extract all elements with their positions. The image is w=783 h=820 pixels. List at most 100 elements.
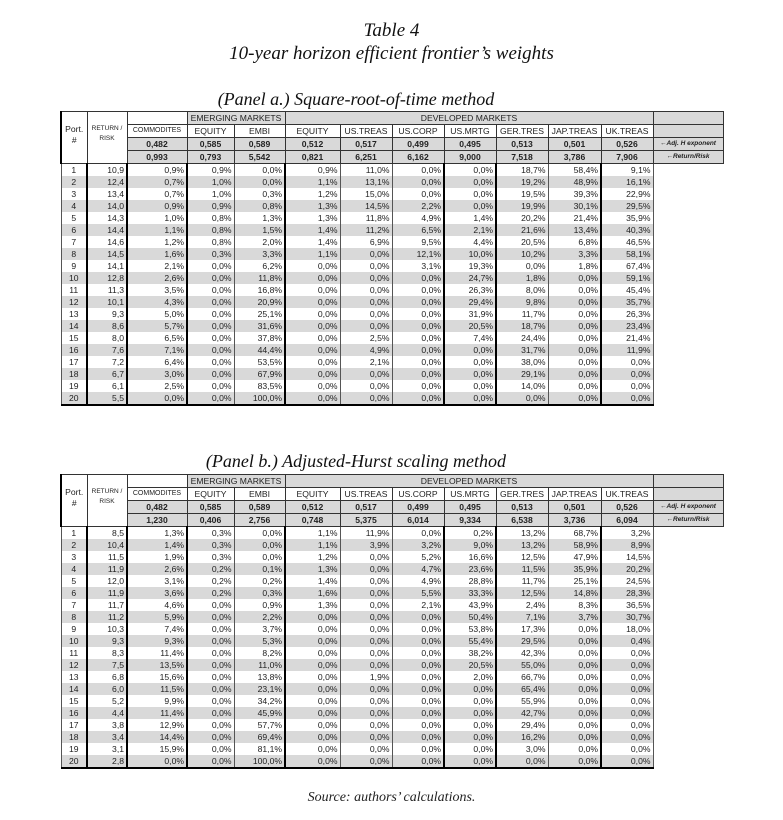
portfolio-number: 18 xyxy=(60,731,88,743)
column-header: EQUITY xyxy=(186,124,235,138)
spacer xyxy=(653,563,723,575)
weight-cell: 0,0% xyxy=(443,380,497,392)
weight-cell: 14,0% xyxy=(495,380,549,392)
weight-cell: 100,0% xyxy=(233,755,286,769)
weight-cell: 0,0% xyxy=(547,380,602,392)
weight-cell: 0,0% xyxy=(186,695,235,707)
weight-cell: 0,0% xyxy=(339,308,393,320)
weight-cell: 48,9% xyxy=(547,176,602,188)
weight-cell: 8,3% xyxy=(547,599,602,611)
weight-cell: 3,6% xyxy=(126,587,188,599)
weight-cell: 0,0% xyxy=(284,260,341,272)
return-risk-value: 2,8 xyxy=(86,755,128,769)
weight-cell: 0,0% xyxy=(600,719,654,731)
weight-cell: 11,0% xyxy=(339,163,393,176)
weight-cell: 5,2% xyxy=(391,551,445,563)
weight-cell: 0,0% xyxy=(339,260,393,272)
weight-cell: 3,2% xyxy=(391,539,445,551)
table-row: 12 10,1 4,3% 0,0% 20,9% 0,0% 0,0% 0,0% 29,4% 9,8%… xyxy=(60,296,723,308)
weight-cell: 30,7% xyxy=(600,611,654,623)
weight-cell: 0,0% xyxy=(391,380,445,392)
table-row: 18 3,4 14,4% 0,0% 69,4% 0,0% 0,0% 0,0% 0,0% 16,2%… xyxy=(60,731,723,743)
return-risk-value: 14,1 xyxy=(86,260,128,272)
weight-cell: 0,0% xyxy=(339,707,393,719)
weight-cell: 11,0% xyxy=(233,659,286,671)
weight-cell: 0,0% xyxy=(186,308,235,320)
spacer xyxy=(653,284,723,296)
table-row: 17 3,8 12,9% 0,0% 57,7% 0,0% 0,0% 0,0% 0,0% 29,4%… xyxy=(60,719,723,731)
return-risk-cell: 6,094 xyxy=(600,513,654,527)
spacer xyxy=(653,320,723,332)
portfolio-number: 19 xyxy=(60,743,88,755)
weight-cell: 26,3% xyxy=(600,308,654,320)
weight-cell: 1,0% xyxy=(126,212,188,224)
return-risk-value: 6,7 xyxy=(86,368,128,380)
table-row: 13 6,8 15,6% 0,0% 13,8% 0,0% 1,9% 0,0% 2,0% 66,7%… xyxy=(60,671,723,683)
h-exponent-cell: 0,526 xyxy=(600,500,654,514)
weight-cell: 1,0% xyxy=(186,176,235,188)
weight-cell: 20,9% xyxy=(233,296,286,308)
table-row: 10 9,3 9,3% 0,0% 5,3% 0,0% 0,0% 0,0% 55,4% 29,5% 0… xyxy=(60,635,723,647)
weight-cell: 0,0% xyxy=(339,683,393,695)
weight-cell: 8,9% xyxy=(600,539,654,551)
weight-cell: 2,0% xyxy=(443,671,497,683)
weight-cell: 0,0% xyxy=(547,647,602,659)
h-exponent-cell: 0,513 xyxy=(495,500,549,514)
return-risk-value: 11,9 xyxy=(86,587,128,599)
table-row: 19 6,1 2,5% 0,0% 83,5% 0,0% 0,0% 0,0% 0,0% 14,0% 0… xyxy=(60,380,723,392)
portfolio-number: 8 xyxy=(60,611,88,623)
weight-cell: 0,0% xyxy=(443,707,497,719)
weight-cell: 0,0% xyxy=(547,659,602,671)
return-risk-value: 6,1 xyxy=(86,380,128,392)
weight-cell: 11,7% xyxy=(495,308,549,320)
table-row: 4 11,9 2,6% 0,2% 0,1% 1,3% 0,0% 4,7% 23,6% 11,5% 3… xyxy=(60,563,723,575)
weight-cell: 0,0% xyxy=(284,356,341,368)
return-risk-value: 12,8 xyxy=(86,272,128,284)
table-row: 16 4,4 11,4% 0,0% 45,9% 0,0% 0,0% 0,0% 0,0% 42,7%… xyxy=(60,707,723,719)
weight-cell: 0,0% xyxy=(443,392,497,406)
weight-cell: 53,8% xyxy=(443,623,497,635)
weight-cell: 0,0% xyxy=(391,695,445,707)
portfolio-number: 16 xyxy=(60,344,88,356)
weight-cell: 0,0% xyxy=(284,392,341,406)
weight-cell: 0,9% xyxy=(186,200,235,212)
column-header: UK.TREAS xyxy=(600,487,654,501)
return-risk-cell: 0,748 xyxy=(284,513,341,527)
weight-cell: 11,7% xyxy=(495,575,549,587)
table-row: 5 12,0 3,1% 0,2% 0,2% 1,4% 0,0% 4,9% 28,8% 11,7% 2… xyxy=(60,575,723,587)
weight-cell: 0,0% xyxy=(547,695,602,707)
weight-cell: 25,1% xyxy=(233,308,286,320)
spacer xyxy=(653,551,723,563)
portfolio-number: 20 xyxy=(60,392,88,406)
weight-cell: 0,2% xyxy=(233,575,286,587)
weight-cell: 12,5% xyxy=(495,551,549,563)
weight-cell: 0,0% xyxy=(284,683,341,695)
table-row: 11 11,3 3,5% 0,0% 16,8% 0,0% 0,0% 0,0% 26,3% 8,0%… xyxy=(60,284,723,296)
portfolio-number: 11 xyxy=(60,284,88,296)
table-row: 7 11,7 4,6% 0,0% 0,9% 1,3% 0,0% 2,1% 43,9% 2,4% 8,… xyxy=(60,599,723,611)
blank-header xyxy=(126,474,188,488)
spacer xyxy=(653,224,723,236)
weight-cell: 0,4% xyxy=(600,635,654,647)
weight-cell: 0,0% xyxy=(391,332,445,344)
weight-cell: 11,9% xyxy=(600,344,654,356)
weight-cell: 0,2% xyxy=(443,526,497,539)
return-risk-value: 14,5 xyxy=(86,248,128,260)
weight-cell: 0,0% xyxy=(339,731,393,743)
weight-cell: 0,0% xyxy=(391,392,445,406)
weight-cell: 0,9% xyxy=(186,163,235,176)
return-risk-value: 11,7 xyxy=(86,599,128,611)
weight-cell: 0,0% xyxy=(391,659,445,671)
portfolio-number: 7 xyxy=(60,599,88,611)
weight-cell: 67,4% xyxy=(600,260,654,272)
return-risk-value: 5,5 xyxy=(86,392,128,406)
developed-markets-header: DEVELOPED MARKETS xyxy=(284,474,654,488)
weight-cell: 31,9% xyxy=(443,308,497,320)
weight-cell: 3,3% xyxy=(547,248,602,260)
weight-cell: 0,7% xyxy=(126,176,188,188)
return-risk-value: 6,0 xyxy=(86,683,128,695)
weight-cell: 0,3% xyxy=(233,188,286,200)
weight-cell: 0,0% xyxy=(339,284,393,296)
weight-cell: 11,5% xyxy=(495,563,549,575)
weight-cell: 1,9% xyxy=(339,671,393,683)
